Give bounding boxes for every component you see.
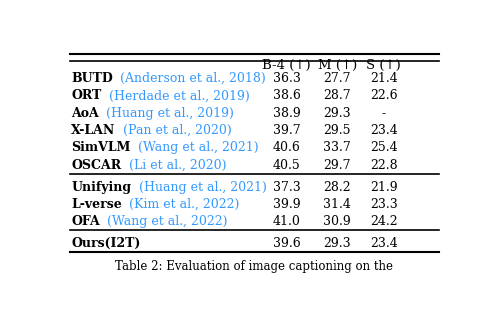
Text: (Li et al., 2020): (Li et al., 2020) (124, 159, 226, 172)
Text: 39.7: 39.7 (273, 124, 301, 137)
Text: Ours(I2T): Ours(I2T) (71, 237, 141, 250)
Text: 22.6: 22.6 (370, 89, 397, 102)
Text: 30.9: 30.9 (323, 215, 351, 228)
Text: 28.7: 28.7 (323, 89, 351, 102)
Text: (Pan et al., 2020): (Pan et al., 2020) (119, 124, 232, 137)
Text: (Huang et al., 2021): (Huang et al., 2021) (134, 180, 266, 194)
Text: (Wang et al., 2021): (Wang et al., 2021) (134, 141, 258, 154)
Text: 36.3: 36.3 (273, 72, 301, 85)
Text: (Anderson et al., 2018): (Anderson et al., 2018) (116, 72, 266, 85)
Text: S (↑): S (↑) (366, 59, 401, 72)
Text: OSCAR: OSCAR (71, 159, 122, 172)
Text: 41.0: 41.0 (273, 215, 301, 228)
Text: BUTD: BUTD (71, 72, 113, 85)
Text: AoA: AoA (71, 107, 99, 120)
Text: ORT: ORT (71, 89, 102, 102)
Text: 31.4: 31.4 (323, 198, 351, 211)
Text: 40.6: 40.6 (273, 141, 301, 154)
Text: 29.3: 29.3 (323, 107, 351, 120)
Text: Table 2: Evaluation of image captioning on the: Table 2: Evaluation of image captioning … (115, 260, 393, 273)
Text: 29.5: 29.5 (323, 124, 351, 137)
Text: 23.3: 23.3 (370, 198, 397, 211)
Text: 37.3: 37.3 (273, 180, 301, 194)
Text: 29.7: 29.7 (323, 159, 351, 172)
Text: 39.9: 39.9 (273, 198, 301, 211)
Text: B-4 (↑): B-4 (↑) (262, 59, 311, 72)
Text: (Herdade et al., 2019): (Herdade et al., 2019) (105, 89, 249, 102)
Text: 23.4: 23.4 (370, 237, 397, 250)
Text: (Huang et al., 2019): (Huang et al., 2019) (102, 107, 234, 120)
Text: M (↑): M (↑) (317, 59, 357, 72)
Text: 40.5: 40.5 (273, 159, 301, 172)
Text: 21.9: 21.9 (370, 180, 397, 194)
Text: 39.6: 39.6 (273, 237, 301, 250)
Text: 22.8: 22.8 (370, 159, 397, 172)
Text: 27.7: 27.7 (323, 72, 351, 85)
Text: (Kim et al., 2022): (Kim et al., 2022) (125, 198, 240, 211)
Text: 25.4: 25.4 (370, 141, 397, 154)
Text: Unifying: Unifying (71, 180, 131, 194)
Text: 38.6: 38.6 (273, 89, 301, 102)
Text: 33.7: 33.7 (323, 141, 351, 154)
Text: L-verse: L-verse (71, 198, 122, 211)
Text: OFA: OFA (71, 215, 100, 228)
Text: 24.2: 24.2 (370, 215, 397, 228)
Text: X-LAN: X-LAN (71, 124, 116, 137)
Text: 21.4: 21.4 (370, 72, 397, 85)
Text: 28.2: 28.2 (323, 180, 351, 194)
Text: 23.4: 23.4 (370, 124, 397, 137)
Text: 29.3: 29.3 (323, 237, 351, 250)
Text: 38.9: 38.9 (273, 107, 301, 120)
Text: -: - (381, 107, 386, 120)
Text: (Wang et al., 2022): (Wang et al., 2022) (103, 215, 228, 228)
Text: SimVLM: SimVLM (71, 141, 130, 154)
